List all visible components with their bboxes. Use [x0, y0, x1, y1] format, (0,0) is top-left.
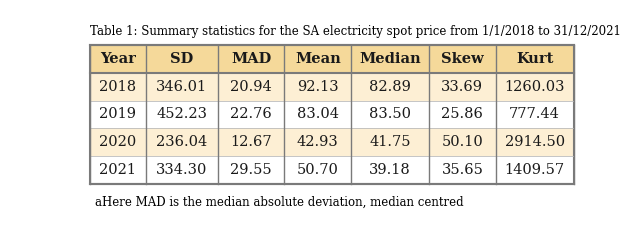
Bar: [284, 156, 351, 184]
Bar: [90, 73, 145, 101]
Text: 346.01: 346.01: [156, 80, 207, 94]
Bar: [218, 101, 284, 128]
Bar: [351, 45, 429, 73]
Text: Year: Year: [100, 52, 136, 66]
Bar: [90, 128, 145, 156]
Bar: [90, 156, 145, 184]
Text: 2020: 2020: [99, 135, 136, 149]
Text: aHere MAD is the median absolute deviation, median centred: aHere MAD is the median absolute deviati…: [95, 196, 463, 209]
Text: 2021: 2021: [99, 163, 136, 177]
Bar: [429, 45, 496, 73]
Bar: [90, 101, 145, 128]
Bar: [90, 45, 145, 73]
Bar: [429, 156, 496, 184]
Text: 83.04: 83.04: [297, 108, 339, 122]
Bar: [429, 73, 496, 101]
Text: 25.86: 25.86: [442, 108, 483, 122]
Text: 33.69: 33.69: [442, 80, 483, 94]
Text: 236.04: 236.04: [156, 135, 207, 149]
Bar: [218, 128, 284, 156]
Bar: [351, 156, 429, 184]
Text: 2019: 2019: [99, 108, 136, 122]
Bar: [496, 73, 573, 101]
Bar: [496, 101, 573, 128]
Text: 334.30: 334.30: [156, 163, 207, 177]
Bar: [218, 156, 284, 184]
Text: MAD: MAD: [231, 52, 271, 66]
Bar: [90, 45, 573, 184]
Bar: [218, 73, 284, 101]
Text: 2018: 2018: [99, 80, 136, 94]
Bar: [284, 73, 351, 101]
Bar: [351, 101, 429, 128]
Bar: [145, 156, 218, 184]
Bar: [284, 128, 351, 156]
Text: 50.70: 50.70: [297, 163, 339, 177]
Text: Median: Median: [359, 52, 421, 66]
Text: 1260.03: 1260.03: [504, 80, 565, 94]
Bar: [145, 128, 218, 156]
Bar: [284, 45, 351, 73]
Text: 777.44: 777.44: [509, 108, 560, 122]
Text: 42.93: 42.93: [297, 135, 339, 149]
Text: SD: SD: [170, 52, 193, 66]
Text: 2914.50: 2914.50: [504, 135, 564, 149]
Bar: [145, 45, 218, 73]
Text: 20.94: 20.94: [230, 80, 272, 94]
Bar: [145, 101, 218, 128]
Text: 82.89: 82.89: [369, 80, 411, 94]
Bar: [351, 128, 429, 156]
Bar: [351, 73, 429, 101]
Bar: [284, 101, 351, 128]
Bar: [429, 128, 496, 156]
Text: 29.55: 29.55: [230, 163, 272, 177]
Text: Kurt: Kurt: [516, 52, 554, 66]
Text: 1409.57: 1409.57: [504, 163, 564, 177]
Bar: [496, 128, 573, 156]
Text: 92.13: 92.13: [297, 80, 339, 94]
Text: 50.10: 50.10: [442, 135, 483, 149]
Bar: [496, 45, 573, 73]
Text: 35.65: 35.65: [442, 163, 483, 177]
Text: 39.18: 39.18: [369, 163, 411, 177]
Text: 41.75: 41.75: [369, 135, 411, 149]
Text: 83.50: 83.50: [369, 108, 411, 122]
Bar: [429, 101, 496, 128]
Text: Skew: Skew: [441, 52, 484, 66]
Bar: [145, 73, 218, 101]
Bar: [218, 45, 284, 73]
Bar: [496, 156, 573, 184]
Text: 452.23: 452.23: [156, 108, 207, 122]
Text: Table 1: Summary statistics for the SA electricity spot price from 1/1/2018 to 3: Table 1: Summary statistics for the SA e…: [90, 25, 621, 38]
Text: 22.76: 22.76: [230, 108, 272, 122]
Text: 12.67: 12.67: [230, 135, 272, 149]
Text: Mean: Mean: [295, 52, 340, 66]
